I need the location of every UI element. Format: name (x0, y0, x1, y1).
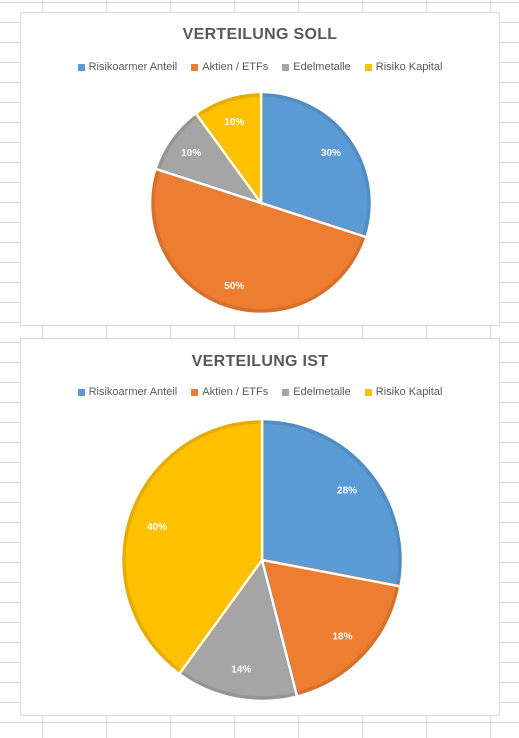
pie-slice[interactable] (259, 93, 371, 239)
legend-swatch (364, 388, 372, 396)
slice-separator (195, 113, 263, 204)
slice-separator (178, 559, 264, 674)
data-label: 30% (321, 148, 341, 159)
legend-swatch (282, 388, 290, 396)
legend-swatch (191, 388, 199, 396)
legend-item: Risiko Kapital (364, 61, 443, 73)
pie-slice[interactable] (122, 420, 264, 675)
legend-label: Risiko Kapital (375, 61, 443, 73)
legend-item: Edelmetalle (282, 386, 351, 398)
pie-chart: 28% 18% 14% 40% (122, 420, 402, 700)
pie-slice[interactable] (260, 420, 402, 588)
legend-label: Risikoarmer Anteil (88, 386, 178, 398)
legend-item: Risiko Kapital (364, 386, 443, 398)
legend-label: Risikoarmer Anteil (88, 61, 178, 73)
legend-swatch (77, 388, 85, 396)
legend-item: Aktien / ETFs (191, 386, 268, 398)
data-label: 10% (181, 148, 201, 159)
chart-soll[interactable]: VERTEILUNG SOLL Risikoarmer Anteil Aktie… (20, 12, 500, 326)
legend: Risikoarmer Anteil Aktien / ETFs Edelmet… (21, 386, 499, 398)
chart-title: VERTEILUNG SOLL (182, 26, 338, 43)
legend-label: Risiko Kapital (375, 386, 443, 398)
legend-label: Aktien / ETFs (202, 61, 269, 73)
legend-item: Risikoarmer Anteil (77, 61, 178, 73)
pie-slice[interactable] (151, 167, 366, 313)
legend-item: Risikoarmer Anteil (77, 386, 178, 398)
legend-label: Aktien / ETFs (202, 386, 269, 398)
legend-swatch (191, 63, 199, 71)
data-label: 14% (231, 664, 251, 675)
legend-label: Edelmetalle (293, 61, 351, 73)
legend-label: Edelmetalle (293, 386, 351, 398)
pie-slice[interactable] (178, 555, 299, 700)
legend-item: Aktien / ETFs (191, 61, 268, 73)
data-label: 50% (224, 281, 244, 292)
data-label: 40% (147, 522, 167, 533)
legend: Risikoarmer Anteil Aktien / ETFs Edelmet… (21, 61, 499, 73)
data-label: 28% (337, 486, 357, 497)
chart-ist[interactable]: VERTEILUNG IST Risikoarmer Anteil Aktien… (20, 338, 500, 716)
legend-swatch (282, 63, 290, 71)
legend-item: Edelmetalle (282, 61, 351, 73)
chart-title: VERTEILUNG IST (191, 353, 329, 370)
data-label: 10% (224, 117, 244, 128)
slice-separator (261, 558, 400, 588)
slice-separator (155, 167, 262, 205)
pie-chart: 30% 50% 10% 10% (151, 93, 371, 313)
pie-slice[interactable] (259, 557, 400, 696)
data-label: 18% (332, 632, 352, 643)
legend-swatch (77, 63, 85, 71)
slice-separator (260, 559, 299, 696)
slice-separator (260, 201, 367, 239)
legend-swatch (364, 63, 372, 71)
